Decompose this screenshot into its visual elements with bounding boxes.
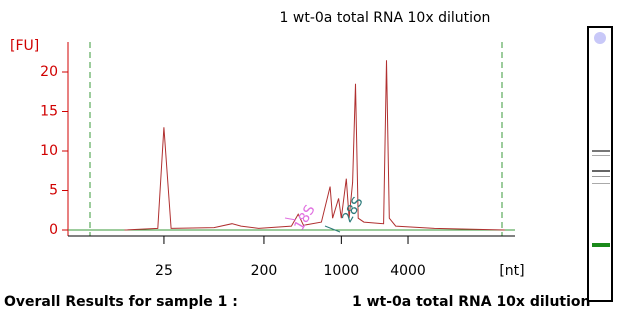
x-tick-label: 200 [251, 263, 278, 279]
y-tick-label: 20 [40, 64, 58, 80]
y-tick-label: 10 [40, 143, 58, 159]
footer-sample: 1 wt-0a total RNA 10x dilution [352, 294, 591, 310]
trace [125, 60, 505, 230]
gel-band [592, 183, 610, 184]
annotation-pointer [325, 226, 340, 232]
gel-band [592, 170, 610, 172]
y-tick-label: 15 [40, 104, 58, 120]
gel-band [592, 243, 610, 247]
chart: 1 wt-0a total RNA 10x dilution [FU] [nt]… [0, 0, 619, 318]
x-tick-label: 4000 [390, 263, 426, 279]
gel-band [592, 150, 610, 152]
annotation: 18S [291, 202, 318, 233]
gel-lane [588, 27, 612, 301]
gel-band [592, 176, 610, 177]
y-tick-label: 0 [49, 222, 58, 238]
gel-marker [594, 32, 606, 44]
y-tick-label: 5 [49, 183, 58, 199]
x-tick-label: 25 [155, 263, 173, 279]
footer-label: Overall Results for sample 1 : [4, 294, 238, 310]
gel-band [592, 155, 610, 156]
page: 1 wt-0a total RNA 10x dilution [FU] [nt]… [0, 0, 619, 318]
chart-title: 1 wt-0a total RNA 10x dilution [280, 10, 491, 26]
y-axis-label: [FU] [10, 38, 39, 54]
x-tick-label: 1000 [324, 263, 360, 279]
x-axis-label: [nt] [499, 263, 524, 279]
